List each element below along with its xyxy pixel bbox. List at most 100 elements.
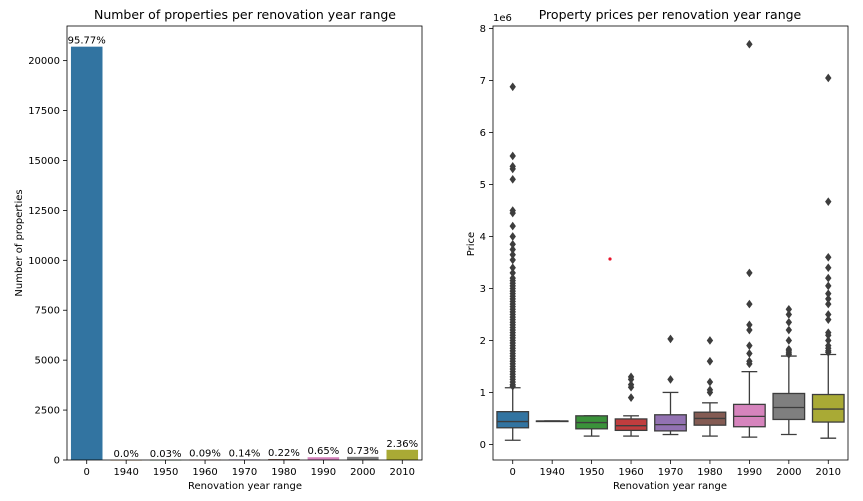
y-tick-label: 10000 [28, 256, 60, 267]
y-tick-label: 1 [480, 388, 486, 399]
outlier-point [509, 250, 516, 260]
outlier-point [746, 320, 753, 330]
bar [347, 456, 379, 460]
bar-chart-x-axis-label: Renovation year range [188, 481, 302, 492]
outlier-point [825, 289, 832, 298]
outlier-point [825, 336, 832, 345]
bar-data-label: 0.03% [150, 449, 182, 460]
outlier-point [825, 281, 832, 291]
y-tick-label: 5 [480, 180, 486, 191]
x-tick-label: 1940 [539, 467, 564, 478]
y-tick-label: 20000 [28, 56, 60, 67]
outlier-point [825, 294, 832, 304]
outlier-point [746, 39, 753, 49]
box-chart: Property prices per renovation year rang… [466, 7, 849, 492]
outlier-point [509, 175, 516, 184]
outlier-point [509, 245, 516, 254]
outlier-point [825, 310, 832, 319]
outlier-point [746, 325, 753, 335]
bar [70, 46, 103, 461]
outlier-point [509, 263, 516, 273]
box [496, 411, 530, 429]
y-tick-label: 7500 [35, 306, 60, 317]
outlier-point [706, 336, 714, 345]
box [811, 393, 845, 423]
outlier-point [785, 344, 793, 354]
outlier-point [825, 73, 832, 83]
x-tick-label: 1950 [153, 467, 178, 478]
outlier-point [509, 273, 516, 283]
x-tick-label: 1970 [232, 467, 257, 478]
bar [268, 459, 300, 460]
y-tick-label: 0 [480, 440, 486, 451]
y-tick-label: 3 [480, 284, 486, 295]
box [732, 403, 766, 428]
box-chart-y-axis-label: Price [466, 232, 477, 256]
outlier-point [667, 334, 674, 344]
bar-data-label: 0.22% [268, 448, 300, 459]
bar-data-label: 0.09% [189, 449, 221, 460]
x-tick-label: 0 [510, 467, 516, 478]
bar-data-label: 0.0% [113, 449, 138, 460]
y-tick-label: 12500 [28, 206, 60, 217]
outlier-point [509, 162, 516, 171]
outlier-point [706, 356, 714, 366]
outlier-point [785, 325, 793, 335]
bar-data-label: 0.73% [347, 446, 379, 457]
outlier-point [706, 385, 714, 395]
y-tick-label: 8 [480, 24, 486, 35]
outlier-point [746, 299, 753, 309]
x-tick-label: 1980 [271, 467, 296, 478]
outlier-point [706, 377, 714, 387]
outlier-point [825, 263, 832, 273]
outlier-point [509, 151, 516, 161]
outlier-point [825, 315, 832, 324]
outlier-point [627, 380, 635, 389]
outlier-point [509, 239, 516, 249]
y-tick-label: 2 [480, 336, 486, 347]
outlier-point [667, 375, 674, 384]
y-tick-label: 0 [54, 456, 60, 467]
outlier-point [785, 317, 793, 327]
x-tick-label: 2000 [776, 467, 801, 478]
x-tick-label: 0 [84, 467, 90, 478]
box [654, 414, 687, 432]
box [772, 392, 806, 421]
box-chart-frame [492, 25, 849, 461]
outlier-point [785, 336, 793, 345]
box-chart-title: Property prices per renovation year rang… [539, 7, 802, 22]
outlier-point [509, 255, 516, 265]
outlier-point [509, 268, 516, 278]
box-chart-x-axis-label: Renovation year range [613, 481, 727, 492]
bar-chart-y-axis-label: Number of properties [14, 189, 25, 296]
outlier-point [746, 349, 753, 358]
bar-chart: Number of properties per renovation year… [14, 7, 423, 492]
bar [386, 449, 419, 460]
outlier-point [627, 372, 635, 382]
y-tick-label: 7 [480, 76, 486, 87]
x-tick-label: 1990 [311, 467, 336, 478]
x-tick-label: 2010 [390, 467, 415, 478]
y-tick-label: 5000 [35, 356, 60, 367]
y-tick-label: 6 [480, 128, 486, 139]
x-tick-label: 1960 [192, 467, 217, 478]
outlier-point [825, 273, 832, 283]
outlier-point [509, 82, 516, 92]
x-tick-label: 1990 [737, 467, 762, 478]
y-tick-label: 2500 [35, 406, 60, 417]
box-chart-y-scale-label: 1e6 [493, 13, 512, 24]
outlier-point [785, 310, 793, 319]
bar-data-label: 0.14% [229, 448, 261, 459]
outlier-point [746, 268, 753, 278]
x-tick-label: 1950 [579, 467, 604, 478]
outlier-point [825, 328, 832, 337]
x-tick-label: 1980 [697, 467, 722, 478]
bar-data-label: 0.65% [307, 446, 339, 457]
outlier-point [509, 221, 516, 231]
y-tick-label: 4 [480, 232, 486, 243]
x-tick-label: 1960 [618, 467, 643, 478]
outlier-point [509, 232, 516, 241]
x-tick-label: 1970 [658, 467, 683, 478]
y-tick-label: 15000 [28, 156, 60, 167]
